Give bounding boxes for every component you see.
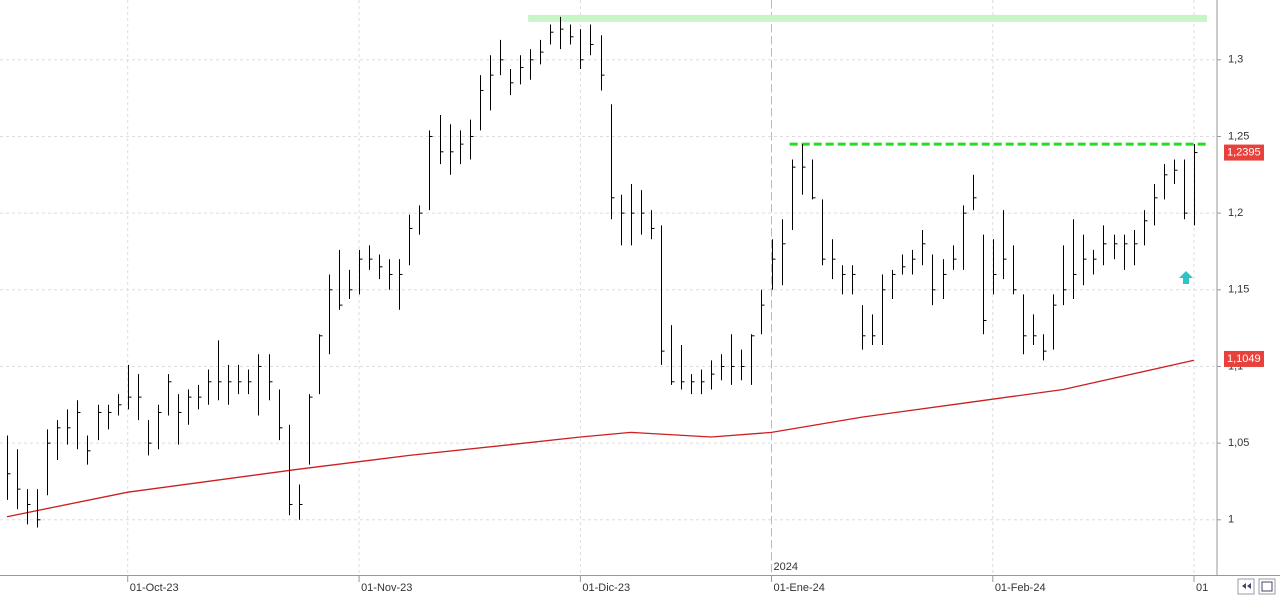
price-label-box xyxy=(1224,144,1264,161)
signal-arrow xyxy=(1179,271,1193,284)
save-button[interactable] xyxy=(1258,578,1276,595)
moving-average xyxy=(6,359,1195,518)
save-icon xyxy=(1261,581,1273,592)
y-tick-label: 1,3 xyxy=(1228,54,1243,66)
x-tick-label: 01-Nov-23 xyxy=(361,582,412,594)
y-tick-label: 1 xyxy=(1228,514,1234,526)
x-tick-label: 01-Feb-24 xyxy=(995,582,1046,594)
price-label: 1,2395 xyxy=(1227,146,1261,158)
y-tick-label: 1,15 xyxy=(1228,284,1249,296)
x-tick-label: 01-Oct-23 xyxy=(130,582,179,594)
y-tick-label: 1,25 xyxy=(1228,130,1249,142)
price-label: 1,1049 xyxy=(1227,353,1261,365)
scroll-icon xyxy=(1242,583,1251,589)
x-tick-label: 01-Dic-23 xyxy=(582,582,630,594)
price-label-box xyxy=(1224,350,1264,367)
x-tick-label: 01 xyxy=(1196,582,1208,594)
y-tick-label: 1,2 xyxy=(1228,207,1243,219)
year-label: 2024 xyxy=(774,561,798,573)
x-tick-label: 01-Ene-24 xyxy=(774,582,825,594)
y-tick-label: 1,05 xyxy=(1228,437,1249,449)
